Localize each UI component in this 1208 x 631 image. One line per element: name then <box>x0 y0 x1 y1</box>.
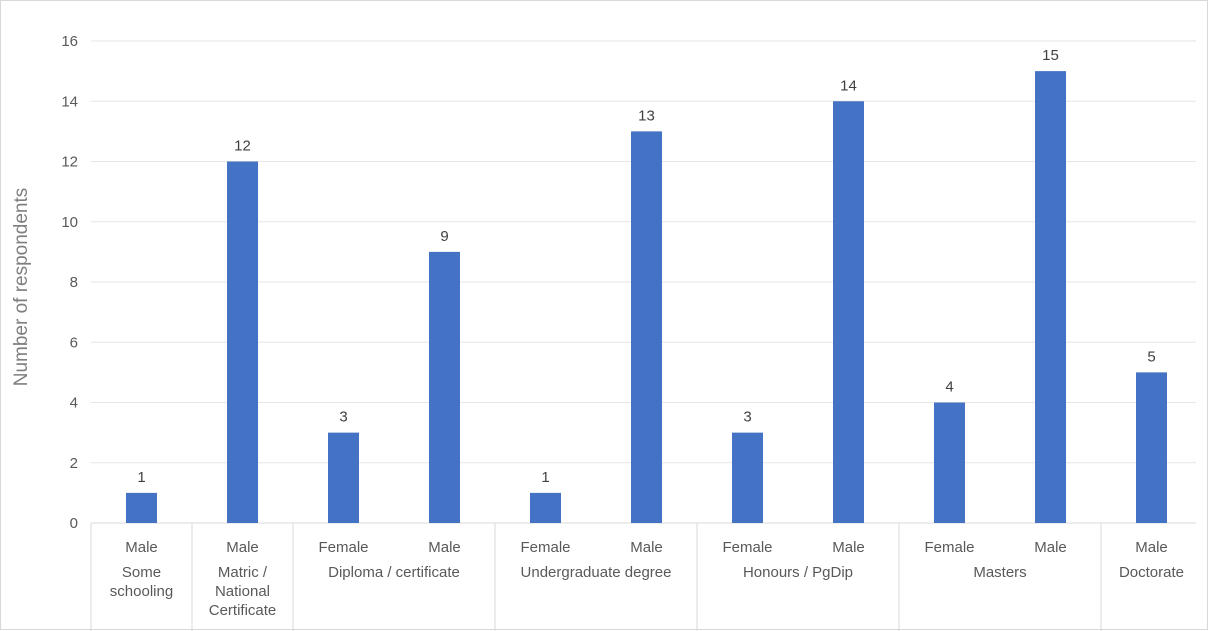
data-label: 4 <box>945 379 953 396</box>
data-label: 13 <box>638 107 655 124</box>
bar <box>126 492 157 523</box>
data-label: 1 <box>137 469 145 486</box>
bar <box>934 402 965 523</box>
gender-label: Male <box>1034 539 1067 556</box>
y-tick-label: 8 <box>70 274 78 291</box>
bar <box>328 432 359 523</box>
y-tick-label: 4 <box>70 395 78 412</box>
data-label: 12 <box>234 138 251 155</box>
y-tick-label: 16 <box>61 33 78 50</box>
gender-label: Female <box>924 539 974 556</box>
y-tick-label: 6 <box>70 334 78 351</box>
group-label: schooling <box>110 583 173 600</box>
gender-label: Female <box>520 539 570 556</box>
bar <box>429 251 460 523</box>
data-label: 1 <box>541 469 549 486</box>
bar <box>227 161 258 523</box>
y-tick-label: 0 <box>70 515 78 532</box>
y-tick-label: 2 <box>70 455 78 472</box>
y-tick-label: 12 <box>61 154 78 171</box>
gender-label: Male <box>1135 539 1168 556</box>
group-label: Masters <box>973 564 1026 581</box>
bar <box>1136 372 1167 523</box>
bar <box>732 432 763 523</box>
y-tick-label: 14 <box>61 93 78 110</box>
y-tick-label: 10 <box>61 214 78 231</box>
y-axis-title: Number of respondents <box>11 188 32 387</box>
gender-label: Male <box>630 539 663 556</box>
gender-label: Male <box>832 539 865 556</box>
group-label: Honours / PgDip <box>743 564 853 581</box>
bar <box>631 131 662 523</box>
data-label: 5 <box>1147 348 1155 365</box>
gender-label: Male <box>125 539 158 556</box>
data-label: 14 <box>840 77 857 94</box>
group-label: Certificate <box>209 602 277 619</box>
bar <box>1035 71 1066 523</box>
bar <box>833 101 864 523</box>
group-label: National <box>215 583 270 600</box>
data-label: 9 <box>440 228 448 245</box>
group-label: Diploma / certificate <box>328 564 460 581</box>
data-label: 3 <box>339 409 347 426</box>
gender-label: Male <box>226 539 259 556</box>
group-label: Undergraduate degree <box>521 564 672 581</box>
gender-label: Female <box>722 539 772 556</box>
group-label: Doctorate <box>1119 564 1184 581</box>
bar <box>530 492 561 523</box>
group-label: Matric / <box>218 564 268 581</box>
group-label: Some <box>122 564 161 581</box>
data-label: 15 <box>1042 47 1059 64</box>
gender-label: Male <box>428 539 461 556</box>
gender-label: Female <box>318 539 368 556</box>
data-label: 3 <box>743 409 751 426</box>
